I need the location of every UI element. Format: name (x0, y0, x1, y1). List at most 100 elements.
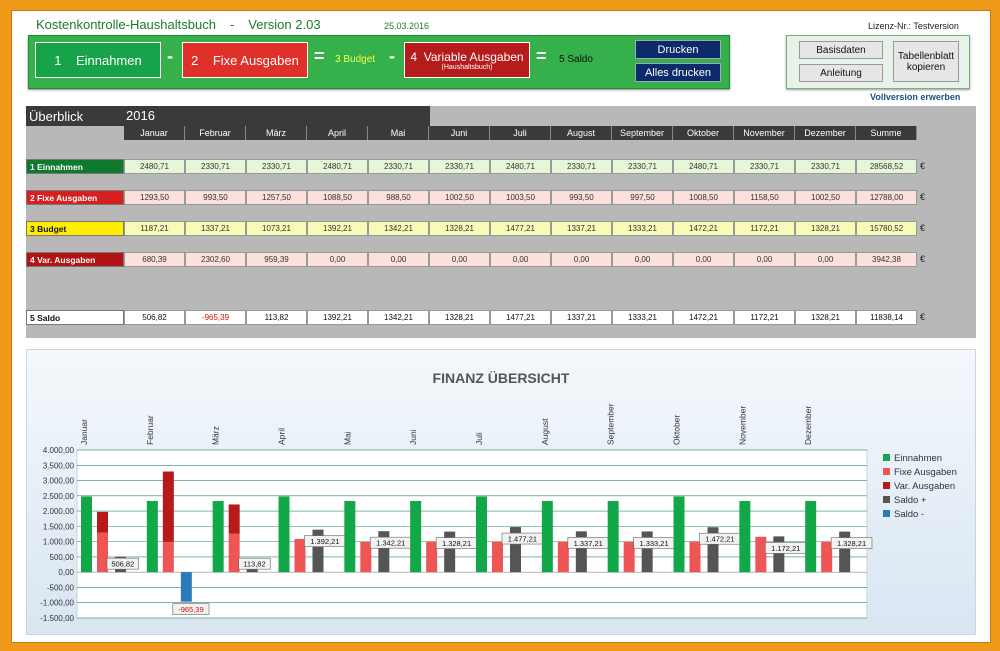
table-cell[interactable]: 959,39 (246, 252, 307, 267)
table-cell[interactable]: 1187,21 (124, 221, 185, 236)
table-cell[interactable]: 1328,21 (429, 221, 490, 236)
table-cell[interactable]: 1328,21 (429, 310, 490, 325)
x-category-label: Juni (408, 429, 418, 445)
table-cell[interactable]: 988,50 (368, 190, 429, 205)
table-cell[interactable]: 2330,71 (246, 159, 307, 174)
print-all-button[interactable]: Alles drucken (635, 63, 721, 82)
table-cell[interactable]: 0,00 (795, 252, 856, 267)
variable-sublabel: (Haushaltsbuch) (441, 63, 493, 71)
table-cell[interactable]: 1172,21 (734, 221, 795, 236)
data-label: 1.172,21 (771, 544, 800, 553)
tabellenblatt-kopieren-button[interactable]: Tabellenblatt kopieren (893, 41, 959, 82)
table-cell[interactable]: 1337,21 (551, 221, 612, 236)
einnahmen-button[interactable]: 1 Einnahmen (35, 42, 161, 78)
table-cell[interactable]: 1392,21 (307, 310, 368, 325)
y-tick-label: 1.500,00 (43, 522, 75, 531)
table-cell[interactable]: 2480,71 (490, 159, 551, 174)
table-cell[interactable]: 1477,21 (490, 310, 551, 325)
table-cell[interactable]: 1328,21 (795, 310, 856, 325)
table-cell[interactable]: 0,00 (429, 252, 490, 267)
table-cell[interactable]: 0,00 (734, 252, 795, 267)
einnahmen-label: Einnahmen (75, 52, 142, 68)
x-category-label: November (737, 406, 747, 445)
currency-symbol: € (920, 223, 926, 233)
bar-einnahmen (212, 500, 224, 573)
table-cell[interactable]: 1472,21 (673, 310, 734, 325)
table-cell[interactable]: 1003,50 (490, 190, 551, 205)
table-cell[interactable]: 0,00 (307, 252, 368, 267)
table-cell[interactable]: 1172,21 (734, 310, 795, 325)
license-label: Lizenz-Nr.: Testversion (868, 21, 959, 31)
table-cell[interactable]: 1342,21 (368, 221, 429, 236)
table-cell[interactable]: 2302,60 (185, 252, 246, 267)
table-cell[interactable]: 997,50 (612, 190, 673, 205)
table-cell[interactable]: 2330,71 (429, 159, 490, 174)
column-header-3: April (307, 126, 368, 140)
table-cell[interactable]: 1337,21 (185, 221, 246, 236)
legend-swatch (883, 454, 890, 461)
table-cell[interactable]: 2330,71 (368, 159, 429, 174)
table-cell[interactable]: 1333,21 (612, 221, 673, 236)
table-cell[interactable]: 1328,21 (795, 221, 856, 236)
basisdaten-button[interactable]: Basisdaten (799, 41, 883, 59)
table-cell[interactable]: -965,39 (185, 310, 246, 325)
table-cell[interactable]: 3942,38 (856, 252, 917, 267)
table-cell[interactable]: 993,50 (185, 190, 246, 205)
table-cell[interactable]: 2480,71 (124, 159, 185, 174)
table-cell[interactable]: 2480,71 (673, 159, 734, 174)
table-cell[interactable]: 1392,21 (307, 221, 368, 236)
table-cell[interactable]: 680,39 (124, 252, 185, 267)
table-cell[interactable]: 0,00 (612, 252, 673, 267)
table-cell[interactable]: 506,82 (124, 310, 185, 325)
table-cell[interactable]: 1257,50 (246, 190, 307, 205)
anleitung-button[interactable]: Anleitung (799, 64, 883, 82)
table-cell[interactable]: 2330,71 (612, 159, 673, 174)
table-cell[interactable]: 2330,71 (795, 159, 856, 174)
table-cell[interactable]: 1073,21 (246, 221, 307, 236)
table-cell[interactable]: 28568,52 (856, 159, 917, 174)
fixe-number: 2 (191, 52, 199, 68)
table-cell[interactable]: 1472,21 (673, 221, 734, 236)
chart-title: FINANZ ÜBERSICHT (433, 370, 570, 386)
table-cell[interactable]: 12788,00 (856, 190, 917, 205)
variable-number: 4 (410, 49, 418, 64)
table-cell[interactable]: 0,00 (673, 252, 734, 267)
table-cell[interactable]: 2330,71 (551, 159, 612, 174)
table-cell[interactable]: 0,00 (551, 252, 612, 267)
row-label-1: 2 Fixe Ausgaben (26, 190, 124, 205)
table-cell[interactable]: 1293,50 (124, 190, 185, 205)
table-cell[interactable]: 11838,14 (856, 310, 917, 325)
table-cell[interactable]: 1337,21 (551, 310, 612, 325)
table-cell[interactable]: 2330,71 (734, 159, 795, 174)
table-cell[interactable]: 0,00 (490, 252, 551, 267)
table-cell[interactable]: 1158,50 (734, 190, 795, 205)
chart-panel: FINANZ ÜBERSICHT 4.000,00 3.500,00 3.000,00… (26, 349, 976, 635)
vollversion-link[interactable]: Vollversion erwerben (870, 92, 961, 102)
x-category-label: Januar (79, 419, 89, 445)
bar-einnahmen (739, 500, 751, 573)
title-separator: - (229, 17, 235, 32)
bar-saldo-plus (510, 527, 521, 573)
fixe-ausgaben-button[interactable]: 2 Fixe Ausgaben (182, 42, 308, 78)
variable-ausgaben-button[interactable]: 4 Variable Ausgaben (Haushaltsbuch) (404, 42, 530, 78)
table-cell[interactable]: 1477,21 (490, 221, 551, 236)
table-cell[interactable]: 1008,50 (673, 190, 734, 205)
bar-fixe-ausgaben (162, 541, 174, 573)
bar-var-ausgaben (228, 504, 240, 534)
table-cell[interactable]: 1333,21 (612, 310, 673, 325)
table-cell[interactable]: 1002,50 (795, 190, 856, 205)
table-cell[interactable]: 113,82 (246, 310, 307, 325)
table-cell[interactable]: 1342,21 (368, 310, 429, 325)
print-button[interactable]: Drucken (635, 40, 721, 59)
table-cell[interactable]: 1088,50 (307, 190, 368, 205)
legend-label: Var. Ausgaben (894, 481, 955, 492)
table-cell[interactable]: 0,00 (368, 252, 429, 267)
x-category-label: April (277, 428, 287, 445)
table-cell[interactable]: 2330,71 (185, 159, 246, 174)
bar-einnahmen (673, 496, 685, 573)
table-cell[interactable]: 1002,50 (429, 190, 490, 205)
bar-fixe-ausgaben (97, 532, 108, 573)
table-cell[interactable]: 15780,52 (856, 221, 917, 236)
table-cell[interactable]: 993,50 (551, 190, 612, 205)
table-cell[interactable]: 2480,71 (307, 159, 368, 174)
